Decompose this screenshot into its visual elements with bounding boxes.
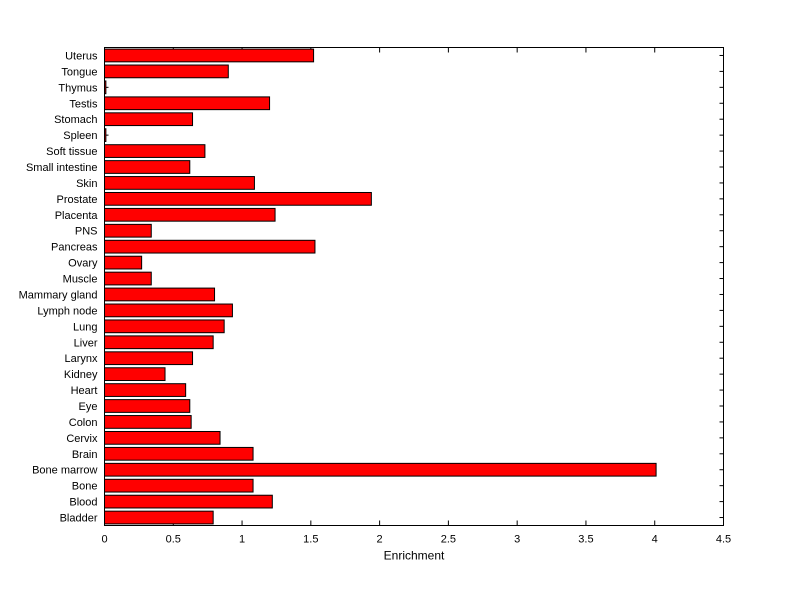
bar-muscle [104,271,152,286]
category-label-skin: Skin [76,178,97,190]
category-label-uterus: Uterus [65,50,98,62]
bar-prostate [104,191,372,206]
x-tick-label: 3 [514,534,520,546]
category-label-bone-marrow: Bone marrow [32,465,97,477]
category-label-eye: Eye [79,401,98,413]
bar-lung [104,319,225,334]
x-tick-label: 0 [101,534,107,546]
bar-heart [104,383,187,397]
x-tick-label: 1 [239,534,245,546]
axes-box [104,47,724,526]
x-axis-label: Enrichment [384,549,445,563]
bar-colon [104,415,192,429]
bar-soft-tissue [104,144,206,158]
category-label-ovary: Ovary [68,258,98,270]
bar-eye [104,399,191,413]
category-label-lung: Lung [73,321,97,333]
category-label-small-intestine: Small intestine [26,162,98,174]
bar-placenta [104,207,276,222]
bar-bladder [104,510,214,525]
category-label-bladder: Bladder [60,513,98,525]
bar-ovary [104,255,143,270]
category-label-stomach: Stomach [54,114,97,126]
category-label-cervix: Cervix [66,433,98,445]
bar-tongue [104,64,229,79]
category-label-pns: PNS [75,226,98,238]
category-label-muscle: Muscle [63,274,98,286]
category-label-spleen: Spleen [63,130,97,142]
category-label-mammary-gland: Mammary gland [19,289,98,301]
x-tick-label: 4 [652,534,658,546]
category-label-kidney: Kidney [64,369,98,381]
bar-uterus [104,48,315,63]
bar-pns [104,223,152,238]
bar-testis [104,96,271,111]
category-label-lymph-node: Lymph node [37,305,97,317]
x-tick-label: 0.5 [166,534,181,546]
bar-bone-marrow [104,462,657,477]
bar-pancreas [104,239,316,254]
category-label-testis: Testis [69,98,98,110]
x-tick-label: 1.5 [303,534,318,546]
category-label-colon: Colon [69,417,98,429]
bar-kidney [104,367,166,382]
x-tick-label: 4.5 [716,534,731,546]
category-label-brain: Brain [72,449,98,461]
x-tick-label: 2.5 [441,534,456,546]
bar-small-intestine [104,160,191,174]
category-label-tongue: Tongue [61,66,97,78]
bar-stomach [104,112,194,127]
bar-bone [104,478,254,493]
category-label-bone: Bone [72,481,98,493]
bar-blood [104,494,273,509]
bar-lymph-node [104,303,233,318]
bar-brain [104,446,254,461]
bar-larynx [104,351,194,366]
x-tick-label: 2 [377,534,383,546]
bar-skin [104,176,255,190]
category-label-placenta: Placenta [55,210,99,222]
plot-area [104,47,724,526]
category-label-liver: Liver [74,337,98,349]
category-label-blood: Blood [69,497,97,509]
category-label-prostate: Prostate [57,194,98,206]
bar-mammary-gland [104,287,216,302]
bar-liver [104,335,214,350]
category-label-heart: Heart [71,385,98,397]
x-tick-label: 3.5 [578,534,593,546]
category-label-soft-tissue: Soft tissue [46,146,97,158]
category-label-larynx: Larynx [64,353,98,365]
category-label-thymus: Thymus [58,82,98,94]
category-label-pancreas: Pancreas [51,242,98,254]
bar-cervix [104,430,221,445]
